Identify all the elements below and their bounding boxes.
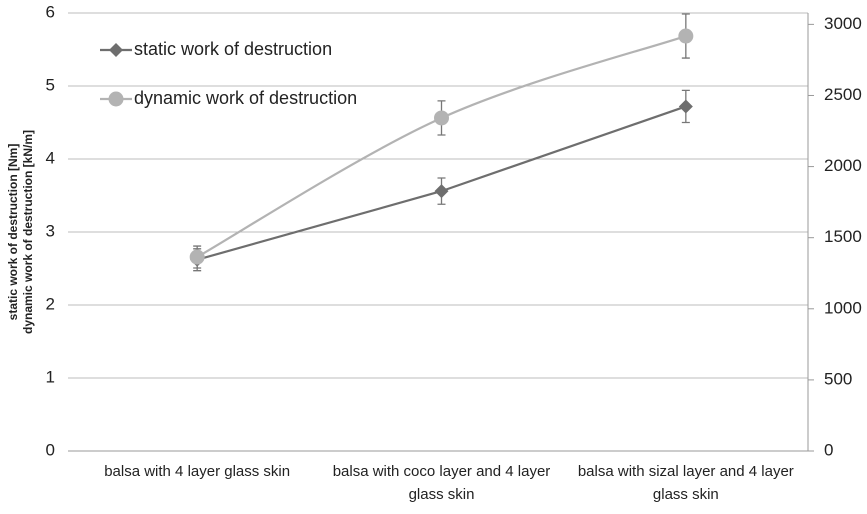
x-tick-label: balsa with sizal layer and 4 layer glass… bbox=[577, 463, 794, 503]
y-label-line: static work of destruction [Nm] bbox=[6, 144, 20, 321]
x-tick-label: balsa with coco layer and 4 layer glass … bbox=[332, 463, 551, 503]
y-tick-label: 0 bbox=[46, 440, 55, 459]
y-tick-label: 6 bbox=[46, 2, 55, 21]
marker bbox=[678, 28, 694, 44]
legend-label: static work of destruction bbox=[134, 39, 332, 59]
marker bbox=[108, 91, 124, 107]
series-line bbox=[196, 34, 687, 258]
legend-label: dynamic work of destruction bbox=[134, 88, 357, 108]
y-tick-label: 2 bbox=[46, 294, 55, 313]
marker bbox=[109, 43, 123, 57]
marker bbox=[434, 110, 449, 126]
y-tick-label: 4 bbox=[46, 148, 55, 167]
y2-tick-label: 2500 bbox=[824, 85, 862, 104]
y2-tick-label: 1000 bbox=[824, 298, 862, 317]
marker bbox=[189, 249, 205, 265]
y2-tick-label: 1500 bbox=[824, 227, 862, 246]
y2-tick-label: 2000 bbox=[824, 156, 862, 175]
y-tick-label: 1 bbox=[46, 367, 55, 386]
x-tick-label: balsa with 4 layer glass skin bbox=[104, 463, 291, 480]
y-tick-label: 5 bbox=[46, 75, 55, 94]
marker bbox=[678, 99, 693, 114]
y2-tick-label: 3000 bbox=[824, 14, 862, 33]
y-label: static work of destruction [Nm] dynamic … bbox=[6, 130, 35, 334]
y-label-line: dynamic work of destruction [kN/m] bbox=[21, 130, 35, 334]
marker bbox=[434, 184, 449, 199]
y2-tick-label: 0 bbox=[824, 440, 833, 459]
y2-tick-label: 500 bbox=[824, 369, 852, 388]
y-tick-label: 3 bbox=[46, 221, 55, 240]
